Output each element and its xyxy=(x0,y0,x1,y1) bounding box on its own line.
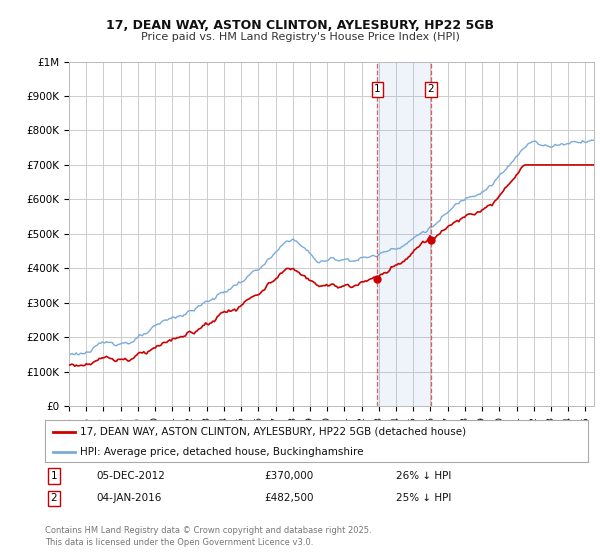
Text: 1: 1 xyxy=(50,471,58,481)
Text: 2: 2 xyxy=(50,493,58,503)
Text: 17, DEAN WAY, ASTON CLINTON, AYLESBURY, HP22 5GB: 17, DEAN WAY, ASTON CLINTON, AYLESBURY, … xyxy=(106,19,494,32)
Text: £482,500: £482,500 xyxy=(264,493,314,503)
Text: £370,000: £370,000 xyxy=(264,471,313,481)
Bar xyxy=(377,62,431,406)
Text: 04-JAN-2016: 04-JAN-2016 xyxy=(96,493,161,503)
Text: HPI: Average price, detached house, Buckinghamshire: HPI: Average price, detached house, Buck… xyxy=(80,447,364,457)
Text: 25% ↓ HPI: 25% ↓ HPI xyxy=(396,493,451,503)
Text: 2: 2 xyxy=(428,84,434,94)
Text: Price paid vs. HM Land Registry's House Price Index (HPI): Price paid vs. HM Land Registry's House … xyxy=(140,32,460,42)
Text: 17, DEAN WAY, ASTON CLINTON, AYLESBURY, HP22 5GB (detached house): 17, DEAN WAY, ASTON CLINTON, AYLESBURY, … xyxy=(80,427,466,437)
Text: 05-DEC-2012: 05-DEC-2012 xyxy=(96,471,165,481)
Text: Contains HM Land Registry data © Crown copyright and database right 2025.
This d: Contains HM Land Registry data © Crown c… xyxy=(45,526,371,547)
Text: 26% ↓ HPI: 26% ↓ HPI xyxy=(396,471,451,481)
Text: 1: 1 xyxy=(374,84,381,94)
